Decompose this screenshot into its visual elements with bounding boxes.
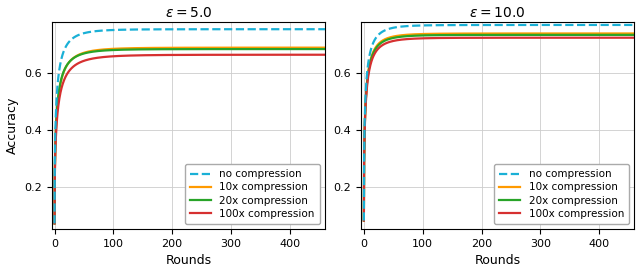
no compression [470, 23, 477, 27]
10x compression [479, 32, 487, 35]
10x compression [51, 222, 58, 225]
10x compression [266, 46, 274, 49]
20x compression [360, 219, 368, 222]
10x compression [360, 219, 368, 222]
10x compression [630, 32, 638, 35]
20x compression [237, 48, 244, 51]
no compression [51, 222, 58, 225]
10x compression [321, 46, 329, 49]
20x compression [51, 222, 58, 225]
100x compression [630, 36, 638, 39]
Line: 100x compression: 100x compression [54, 55, 325, 223]
Y-axis label: Accuracy: Accuracy [6, 97, 19, 154]
10x compression [78, 52, 86, 55]
10x compression [262, 46, 269, 49]
Legend: no compression, 10x compression, 20x compression, 100x compression: no compression, 10x compression, 20x com… [494, 164, 629, 224]
Title: $\varepsilon = 10.0$: $\varepsilon = 10.0$ [470, 5, 526, 20]
no compression [576, 23, 584, 26]
no compression [78, 32, 86, 35]
100x compression [170, 53, 177, 57]
Line: 20x compression: 20x compression [364, 35, 634, 221]
20x compression [388, 37, 396, 40]
Line: 10x compression: 10x compression [364, 34, 634, 221]
20x compression [78, 52, 86, 56]
10x compression [160, 46, 168, 49]
no compression [571, 23, 579, 26]
100x compression [571, 36, 579, 39]
no compression [321, 28, 329, 31]
100x compression [388, 40, 396, 43]
X-axis label: Rounds: Rounds [475, 254, 521, 268]
no compression [630, 23, 638, 26]
no compression [479, 23, 487, 27]
20x compression [479, 33, 487, 37]
10x compression [576, 32, 584, 35]
100x compression [546, 36, 554, 39]
100x compression [51, 222, 58, 225]
Line: 10x compression: 10x compression [54, 48, 325, 223]
100x compression [321, 53, 329, 57]
20x compression [170, 48, 177, 51]
Line: 100x compression: 100x compression [364, 38, 634, 221]
100x compression [479, 36, 487, 39]
no compression [546, 23, 554, 26]
100x compression [576, 36, 584, 39]
10x compression [237, 46, 244, 49]
X-axis label: Rounds: Rounds [165, 254, 211, 268]
20x compression [571, 33, 579, 37]
100x compression [78, 60, 86, 63]
10x compression [470, 32, 477, 35]
10x compression [388, 35, 396, 38]
20x compression [576, 33, 584, 37]
Line: no compression: no compression [364, 25, 634, 221]
Line: 20x compression: 20x compression [54, 49, 325, 223]
20x compression [470, 33, 477, 37]
Legend: no compression, 10x compression, 20x compression, 100x compression: no compression, 10x compression, 20x com… [185, 164, 320, 224]
no compression [160, 28, 168, 31]
10x compression [571, 32, 579, 35]
no compression [237, 28, 244, 31]
100x compression [266, 53, 274, 57]
20x compression [262, 48, 269, 51]
Line: no compression: no compression [54, 29, 325, 223]
no compression [266, 28, 274, 31]
100x compression [262, 53, 269, 57]
20x compression [630, 33, 638, 37]
100x compression [470, 36, 477, 39]
no compression [360, 219, 368, 222]
Title: $\varepsilon = 5.0$: $\varepsilon = 5.0$ [164, 5, 212, 20]
10x compression [170, 46, 177, 49]
no compression [262, 28, 269, 31]
100x compression [160, 53, 168, 57]
20x compression [266, 48, 274, 51]
100x compression [237, 53, 244, 57]
20x compression [321, 48, 329, 51]
no compression [170, 28, 177, 31]
20x compression [160, 48, 168, 51]
100x compression [360, 219, 368, 222]
20x compression [546, 33, 554, 37]
10x compression [546, 32, 554, 35]
no compression [388, 26, 396, 30]
